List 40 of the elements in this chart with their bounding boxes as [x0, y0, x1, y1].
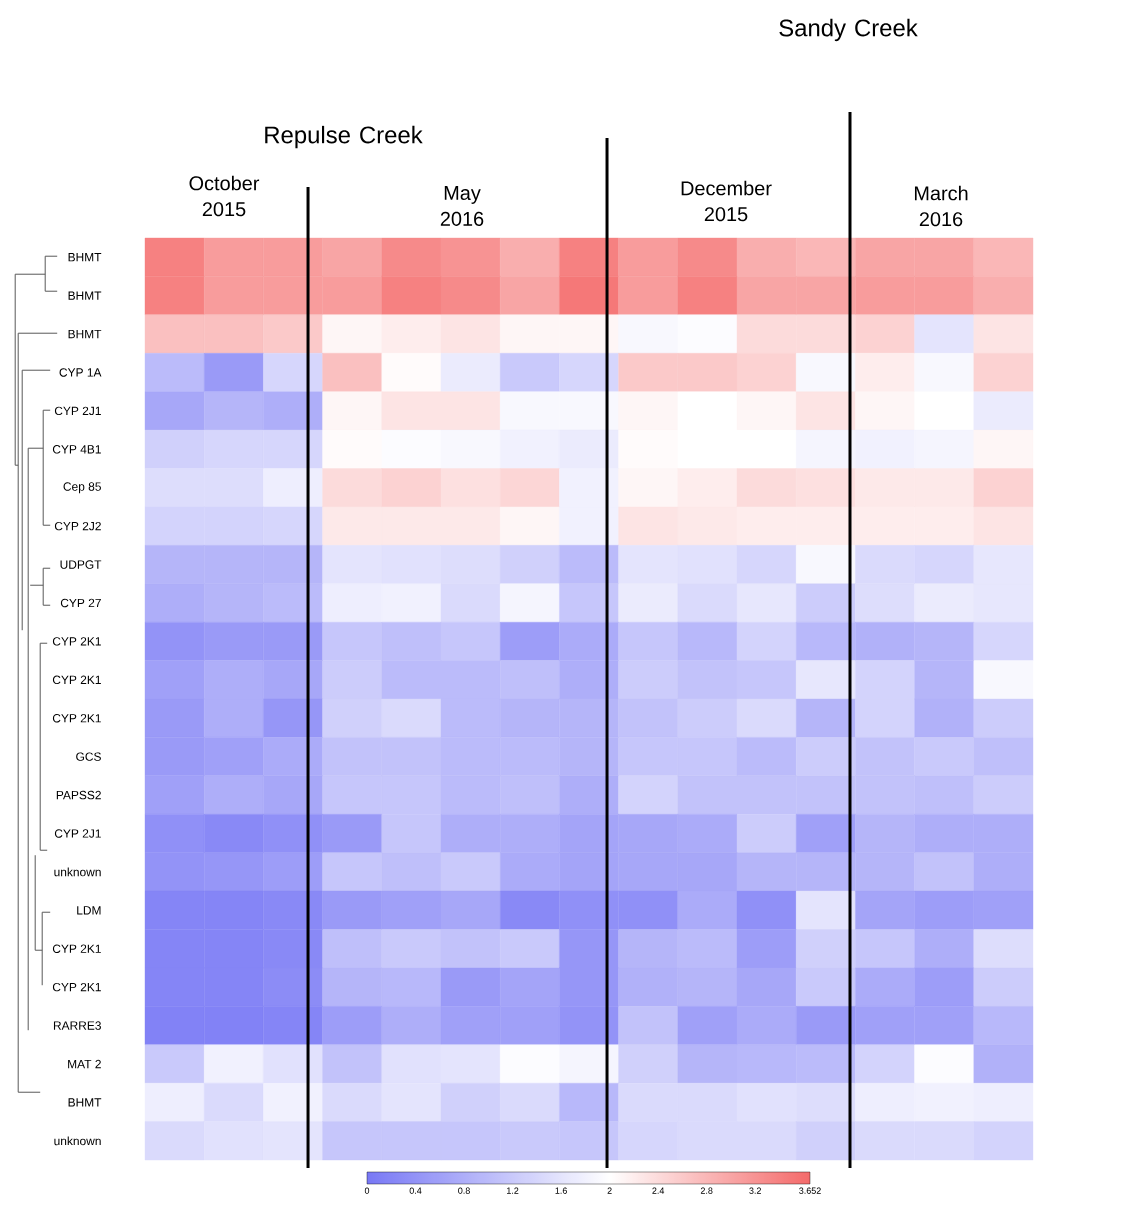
- text: December 2015: [681, 180, 772, 222]
- text: May 2016: [440, 186, 484, 226]
- y-tick-label: CYP 2K1: [52, 944, 101, 953]
- y-tick-label: BHMT: [68, 291, 102, 300]
- y-tick-label: CYP 2J1: [54, 406, 101, 416]
- y-tick-label: LDM: [77, 906, 101, 915]
- y-tick-label: unknown: [54, 1136, 101, 1146]
- y-tick-label: CYP 2K1: [52, 714, 101, 723]
- y-tick-label: Cep 85: [63, 482, 101, 494]
- y-tick-label: RARRE3: [53, 1021, 101, 1030]
- color-bar-label: 2.4: [652, 1187, 665, 1194]
- y-tick-label: GCS: [76, 752, 101, 761]
- color-bar-label: 1.6: [555, 1187, 567, 1194]
- text: March 2016: [914, 185, 968, 227]
- color-bar-label: 0.4: [409, 1187, 422, 1194]
- y-tick-label: BHMT: [68, 329, 102, 339]
- text: Repulse Creek: [265, 125, 423, 149]
- text: Sandy Creek: [779, 18, 918, 42]
- y-tick-label: MAT 2: [68, 1059, 101, 1069]
- color-bar-label: 2: [607, 1187, 612, 1194]
- color-bar-label: 0: [364, 1187, 370, 1194]
- color-bar-label: 0.8: [458, 1187, 470, 1194]
- y-tick-label: CYP 2K1: [52, 637, 101, 646]
- y-tick-label: PAPSS2: [56, 790, 101, 800]
- y-tick-label: BHMT: [68, 1098, 102, 1107]
- y-tick-label: CYP 4B1: [52, 445, 101, 454]
- y-tick-label: CYP 2J1: [54, 829, 101, 838]
- y-tick-label: BHMT: [68, 253, 102, 262]
- color-bar-label: 1.2: [507, 1187, 519, 1194]
- color-bar-label: 3.2: [749, 1187, 761, 1194]
- color-bar-label: 3.652: [799, 1187, 821, 1194]
- y-tick-label: CYP 27: [60, 598, 101, 608]
- y-tick-label: CYP 1A: [59, 368, 102, 377]
- y-tick-label: UDPGT: [60, 560, 102, 569]
- y-tick-label: CYP 2K1: [52, 675, 101, 685]
- color-bar-label: 2.8: [700, 1187, 713, 1194]
- y-tick-label: CYP 2K1: [52, 982, 101, 992]
- y-tick-label: CYP 2J2: [54, 521, 101, 531]
- y-tick-label: unknown: [54, 867, 101, 877]
- text: October 2015: [189, 175, 260, 217]
